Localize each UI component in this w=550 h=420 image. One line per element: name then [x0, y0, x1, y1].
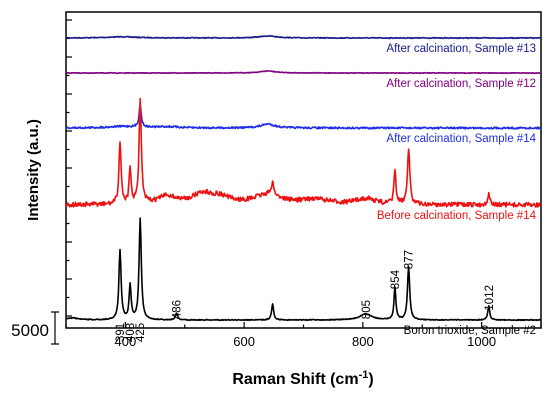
series-label: After calcination, Sample #12	[386, 78, 536, 90]
series-label: Boron trioxide, Sample #2	[404, 325, 536, 337]
peak-label: 877	[404, 250, 416, 269]
scale-bar: 5000	[11, 311, 59, 345]
spectrum-line	[65, 217, 542, 322]
series-label: After calcination, Sample #14	[386, 133, 536, 145]
spectrum-line	[65, 104, 542, 130]
spectrum-line	[65, 34, 542, 40]
spectrum-line	[65, 97, 542, 208]
peak-label: 425	[135, 323, 147, 342]
x-axis-ticks: 400 600 800 1000	[65, 322, 542, 349]
peak-label: 486	[171, 300, 183, 319]
series-label: After calcination, Sample #13	[386, 43, 536, 55]
plot-frame	[65, 11, 542, 329]
peak-label: 408	[125, 323, 137, 342]
peak-label: 854	[390, 269, 402, 289]
x-axis-label: Raman Shift (cm-1)	[232, 369, 373, 388]
x-axis-label-main: Raman Shift (cm	[232, 371, 358, 388]
y-axis-label: Intensity (a.u.)	[25, 119, 42, 221]
y-axis-ticks	[66, 19, 72, 317]
spectrum-line	[65, 70, 542, 75]
peak-label: 391	[115, 323, 127, 342]
scale-bar-label: 5000	[11, 321, 49, 340]
x-axis-label-end: )	[368, 371, 373, 388]
peak-label: 1012	[484, 285, 496, 311]
labels-layer: After calcination, Sample #13 After calci…	[115, 43, 537, 342]
x-axis-label-superscript: -1	[359, 369, 369, 381]
x-tick-label: 800	[352, 334, 374, 349]
series-label: Before calcination, Sample #14	[377, 210, 537, 222]
peak-label: 805	[361, 300, 373, 319]
x-tick-label: 400	[115, 334, 137, 349]
x-tick-label: 600	[233, 334, 255, 349]
x-tick-label: 1000	[467, 334, 496, 349]
series-layer	[65, 34, 542, 322]
